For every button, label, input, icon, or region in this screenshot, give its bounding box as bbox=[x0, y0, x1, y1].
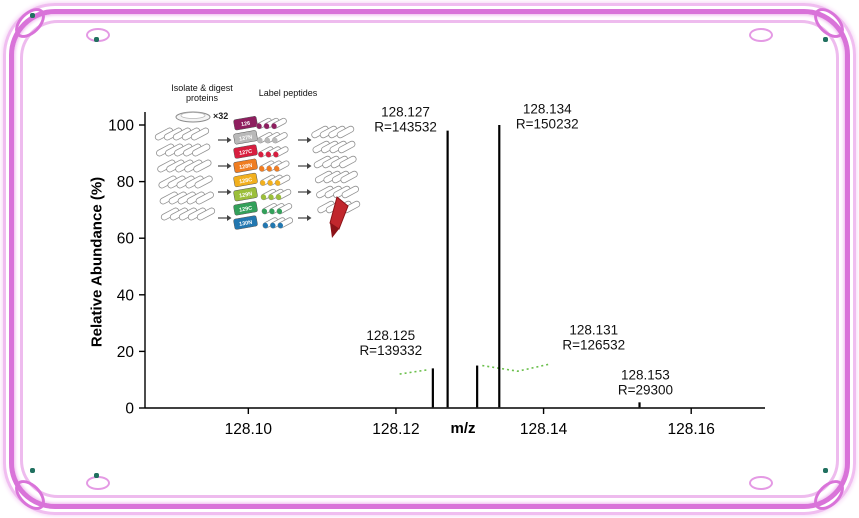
tmt-tag-icon: 127C bbox=[233, 144, 258, 159]
tube-icon bbox=[258, 146, 274, 158]
arrow-head-icon bbox=[227, 189, 232, 195]
tube-icon bbox=[339, 155, 357, 169]
tube-icon bbox=[338, 140, 356, 154]
arrow-head-icon bbox=[307, 189, 312, 195]
tube-icon bbox=[190, 127, 210, 141]
arrow-head-icon bbox=[307, 215, 312, 221]
tmt-tag-label: 128C bbox=[239, 177, 253, 185]
tube-icon bbox=[274, 174, 291, 186]
tube-icon bbox=[196, 207, 216, 221]
inset-left-title-line2: proteins bbox=[185, 93, 219, 103]
arrow-head-icon bbox=[227, 163, 232, 169]
tube-icon bbox=[195, 191, 214, 205]
tmt-tag-icon: 130N bbox=[233, 215, 258, 230]
tmt-tag-label: 128N bbox=[239, 163, 253, 171]
tmt-tag-icon: 129N bbox=[233, 187, 258, 202]
x-tick-label: 128.16 bbox=[667, 421, 714, 438]
tube-icon bbox=[275, 188, 292, 201]
tmt-tag-label: 129C bbox=[239, 205, 253, 213]
arrow-head-icon bbox=[307, 163, 312, 169]
red-pen-tip-icon bbox=[330, 223, 339, 238]
y-tick-label: 0 bbox=[125, 401, 134, 418]
tmt-tag-icon: 128N bbox=[233, 158, 258, 173]
arrow-head-icon bbox=[227, 215, 232, 221]
tube-icon bbox=[277, 217, 294, 229]
tube-icon bbox=[256, 117, 272, 130]
baseline-trace bbox=[399, 369, 428, 375]
x-axis-title: m/z bbox=[450, 420, 476, 437]
baseline-trace bbox=[482, 363, 550, 373]
tmt-tag-icon: 128C bbox=[233, 172, 258, 188]
y-tick-label: 40 bbox=[117, 287, 135, 304]
arrow-head-icon bbox=[227, 137, 232, 143]
x-tick-label: 128.10 bbox=[225, 421, 273, 438]
y-axis-title: Relative Abundance (%) bbox=[88, 176, 106, 348]
peak-annotation: 128.131 R=126532 bbox=[562, 322, 625, 352]
tube-icon bbox=[341, 185, 359, 199]
inset-right-title: Label peptides bbox=[258, 88, 318, 98]
x-tick-label: 128.14 bbox=[520, 421, 568, 438]
peak-annotation: 128.134 R=150232 bbox=[516, 102, 579, 132]
sample-count-label: ×32 bbox=[213, 111, 229, 121]
inset-workflow-diagram: 126 127N 127C 128N 128C 129N 129C 130N bbox=[154, 111, 361, 238]
inset-left-title: Isolate & digest proteins bbox=[163, 83, 241, 103]
tmt-tag-label: 127C bbox=[239, 149, 253, 157]
tmt-tag-label: 130N bbox=[239, 220, 253, 228]
inset-left-title-line1: Isolate & digest bbox=[171, 83, 233, 93]
tube-icon bbox=[193, 159, 212, 173]
y-tick-label: 100 bbox=[108, 118, 134, 135]
tube-icon bbox=[276, 203, 293, 215]
tube-icon bbox=[194, 175, 213, 189]
peak-annotation: 128.125 R=139332 bbox=[359, 328, 422, 358]
petri-dish-inner bbox=[180, 112, 206, 119]
x-tick-label: 128.12 bbox=[372, 421, 419, 438]
peak-annotation: 128.153 R=29300 bbox=[618, 368, 673, 398]
tube-icon bbox=[273, 146, 289, 158]
tube-icon bbox=[192, 143, 211, 157]
tube-icon bbox=[340, 170, 358, 184]
tube-icon bbox=[272, 132, 288, 144]
tmt-tag-label: 126 bbox=[241, 121, 251, 129]
arrow-head-icon bbox=[307, 137, 312, 143]
y-tick-label: 20 bbox=[117, 344, 135, 361]
tube-icon bbox=[258, 160, 275, 172]
tube-icon bbox=[271, 117, 287, 130]
tube-icon bbox=[267, 174, 283, 186]
y-tick-label: 60 bbox=[117, 231, 135, 248]
peak-annotation: 128.127 R=143532 bbox=[374, 105, 437, 135]
tmt-tag-label: 129N bbox=[239, 191, 253, 199]
y-tick-label: 80 bbox=[117, 174, 135, 191]
tube-icon bbox=[273, 160, 290, 172]
tmt-tag-label: 127N bbox=[239, 134, 253, 142]
tmt-tag-icon: 127N bbox=[233, 130, 258, 145]
tmt-tag-icon: 129C bbox=[233, 201, 258, 216]
tube-icon bbox=[336, 125, 355, 139]
tmt-tag-icon: 126 bbox=[233, 116, 258, 131]
